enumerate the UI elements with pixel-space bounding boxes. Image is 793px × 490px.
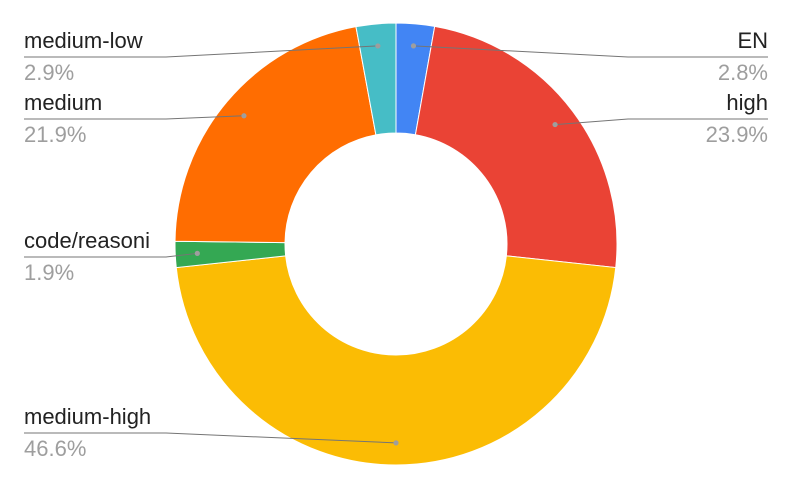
label-medium: medium — [24, 90, 102, 115]
leader-line-medium-high — [24, 432, 397, 444]
leader-line-code-reasoni — [24, 252, 198, 258]
percent-medium-high: 46.6% — [24, 436, 86, 461]
slice-medium-low — [355, 22, 397, 136]
slice-high — [414, 25, 618, 269]
leader-dot-medium — [241, 113, 247, 119]
percent-high: 23.9% — [706, 122, 768, 147]
percent-medium-low: 2.9% — [24, 60, 74, 85]
percent-code-reasoni: 1.9% — [24, 260, 74, 285]
leader-dot-medium-low — [375, 43, 381, 49]
percent-en: 2.8% — [718, 60, 768, 85]
slice-medium — [174, 26, 377, 244]
label-en: EN — [737, 28, 768, 53]
leader-dot-en — [410, 43, 417, 49]
label-medium-high: medium-high — [24, 404, 151, 429]
slice-medium-high — [175, 255, 617, 466]
leader-line-en — [413, 45, 768, 58]
percent-medium: 21.9% — [24, 122, 86, 147]
label-code-reasoni: code/reasoni — [24, 228, 150, 253]
leader-dot-medium-high — [393, 440, 399, 446]
leader-dot-code-reasoni — [194, 250, 200, 256]
leader-line-high — [555, 118, 768, 126]
leader-dot-high — [552, 121, 558, 128]
leader-line-medium-low — [24, 45, 378, 58]
leader-line-medium — [24, 115, 244, 120]
label-high: high — [726, 90, 768, 115]
label-medium-low: medium-low — [24, 28, 143, 53]
